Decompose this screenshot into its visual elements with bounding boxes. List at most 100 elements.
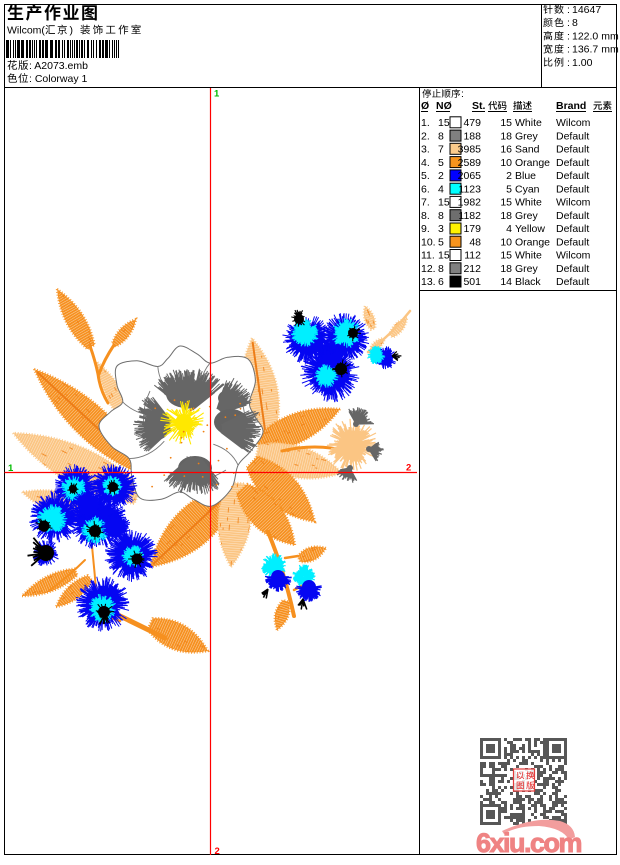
- svg-text:Grey: Grey: [515, 263, 539, 275]
- svg-text:1.: 1.: [421, 117, 430, 129]
- svg-text:2: 2: [406, 463, 411, 474]
- svg-text:479: 479: [463, 117, 481, 129]
- svg-text:501: 501: [463, 276, 481, 288]
- svg-text:112: 112: [464, 250, 481, 262]
- svg-text::: :: [567, 17, 570, 29]
- svg-text:2: 2: [215, 846, 220, 857]
- svg-text:Blue: Blue: [515, 170, 536, 182]
- svg-text:5.: 5.: [421, 170, 430, 182]
- svg-text:6: 6: [438, 276, 444, 288]
- svg-text:11.: 11.: [421, 250, 435, 262]
- svg-text:Default: Default: [556, 170, 589, 182]
- svg-text::: :: [567, 57, 570, 69]
- svg-text:: Colorway 1: : Colorway 1: [29, 73, 88, 85]
- svg-text:15: 15: [438, 250, 450, 262]
- svg-text:1.00: 1.00: [572, 57, 593, 69]
- svg-text:15: 15: [500, 250, 512, 262]
- svg-text:15: 15: [500, 197, 512, 209]
- svg-text:6xiu.com: 6xiu.com: [476, 828, 582, 858]
- svg-text:4.: 4.: [421, 157, 430, 169]
- svg-text:179: 179: [463, 223, 481, 235]
- svg-text:3985: 3985: [458, 144, 482, 156]
- svg-text:15: 15: [438, 117, 450, 129]
- svg-text:Wilcom: Wilcom: [556, 250, 591, 262]
- svg-text:Default: Default: [556, 236, 589, 248]
- svg-text:122.0 mm: 122.0 mm: [572, 30, 619, 42]
- svg-text:2065: 2065: [458, 170, 482, 182]
- svg-text:White: White: [515, 117, 542, 129]
- svg-text:1: 1: [8, 463, 14, 474]
- svg-text:10.: 10.: [421, 236, 436, 248]
- svg-text:10: 10: [500, 157, 512, 169]
- svg-text:7.: 7.: [421, 197, 430, 209]
- svg-text::: :: [461, 88, 464, 100]
- svg-text:2: 2: [438, 170, 444, 182]
- svg-text:Default: Default: [556, 276, 589, 288]
- svg-text:Default: Default: [556, 157, 589, 169]
- svg-text:8.: 8.: [421, 210, 430, 222]
- svg-text:5: 5: [438, 157, 444, 169]
- svg-text:Wilcom: Wilcom: [556, 117, 591, 129]
- svg-text:Orange: Orange: [515, 236, 550, 248]
- svg-text:14: 14: [500, 276, 512, 288]
- svg-text:15: 15: [500, 117, 512, 129]
- svg-text:White: White: [515, 250, 542, 262]
- svg-text:1: 1: [214, 89, 220, 100]
- svg-text:St.: St.: [472, 100, 486, 112]
- svg-text:2: 2: [506, 170, 512, 182]
- svg-text:Cyan: Cyan: [515, 183, 540, 195]
- svg-text:1182: 1182: [458, 210, 481, 222]
- svg-text:18: 18: [500, 263, 512, 275]
- svg-text:15: 15: [438, 197, 450, 209]
- svg-text:6.: 6.: [421, 183, 430, 195]
- svg-text:10: 10: [500, 236, 512, 248]
- svg-text:8: 8: [438, 210, 444, 222]
- svg-text:3: 3: [438, 223, 444, 235]
- svg-text:Wilcom: Wilcom: [556, 197, 591, 209]
- svg-text:7: 7: [438, 144, 444, 156]
- svg-text:1123: 1123: [458, 183, 481, 195]
- svg-text:8: 8: [438, 130, 444, 142]
- svg-text:NØ: NØ: [436, 100, 452, 112]
- svg-text:Yellow: Yellow: [515, 223, 545, 235]
- svg-text:4: 4: [438, 183, 444, 195]
- svg-text:48: 48: [469, 236, 481, 248]
- svg-text:12.: 12.: [421, 263, 436, 275]
- svg-text:3.: 3.: [421, 144, 430, 156]
- svg-text:Sand: Sand: [515, 144, 540, 156]
- svg-text:5: 5: [506, 183, 512, 195]
- svg-text:Wilcom(: Wilcom(: [7, 25, 45, 37]
- svg-text:Default: Default: [556, 183, 589, 195]
- svg-text:1982: 1982: [458, 197, 482, 209]
- svg-text::: :: [567, 4, 570, 16]
- svg-text:Default: Default: [556, 210, 589, 222]
- svg-text::: :: [567, 44, 570, 56]
- svg-text:16: 16: [500, 144, 512, 156]
- svg-text:8: 8: [572, 17, 578, 29]
- svg-text:8: 8: [438, 263, 444, 275]
- svg-text:13.: 13.: [421, 276, 436, 288]
- svg-text::: :: [567, 30, 570, 42]
- svg-text:Grey: Grey: [515, 130, 539, 142]
- svg-text:): ): [70, 25, 74, 37]
- svg-text:18: 18: [500, 210, 512, 222]
- svg-text:Brand: Brand: [556, 100, 586, 112]
- svg-text:212: 212: [463, 263, 481, 275]
- svg-text:9.: 9.: [421, 223, 430, 235]
- svg-text:Default: Default: [556, 223, 589, 235]
- svg-text:Default: Default: [556, 144, 589, 156]
- svg-text:5: 5: [438, 236, 444, 248]
- svg-text:Default: Default: [556, 130, 589, 142]
- svg-text:Black: Black: [515, 276, 541, 288]
- svg-text:: A2073.emb: : A2073.emb: [29, 60, 88, 72]
- svg-text:18: 18: [500, 130, 512, 142]
- svg-text:Default: Default: [556, 263, 589, 275]
- svg-text:Grey: Grey: [515, 210, 539, 222]
- svg-text:2589: 2589: [458, 157, 482, 169]
- svg-text:188: 188: [463, 130, 481, 142]
- svg-text:Ø: Ø: [421, 100, 429, 112]
- svg-text:14647: 14647: [572, 4, 601, 16]
- svg-text:Orange: Orange: [515, 157, 550, 169]
- svg-text:136.7 mm: 136.7 mm: [572, 44, 619, 56]
- svg-text:White: White: [515, 197, 542, 209]
